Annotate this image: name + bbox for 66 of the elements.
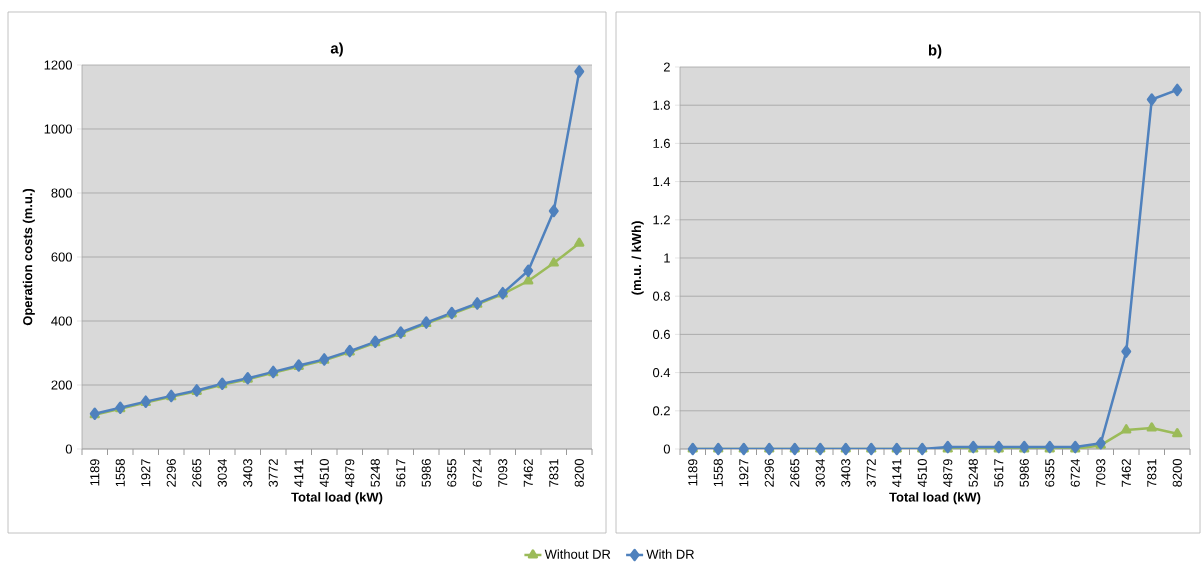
legend-label: With DR (646, 549, 694, 559)
x-tick-label: 7831 (1147, 459, 1157, 487)
x-tick-label: 1558 (713, 459, 723, 487)
x-tick-label: 2296 (166, 459, 176, 487)
chart-title: a) (330, 42, 343, 57)
x-tick-label: 6724 (1070, 458, 1080, 487)
x-tick-label: 1558 (115, 459, 125, 487)
x-tick-label: 7462 (1121, 459, 1131, 487)
y-tick-label: 1.4 (653, 177, 671, 187)
x-tick-label: 8200 (1172, 459, 1182, 487)
x-tick-label: 6355 (447, 459, 457, 487)
y-tick-label: 1.8 (653, 100, 670, 110)
x-tick-label: 5986 (421, 459, 431, 487)
x-tick-label: 7093 (498, 459, 508, 487)
x-axis-title: Total load (kW) (889, 492, 981, 505)
x-tick-label: 4510 (917, 459, 927, 488)
x-tick-label: 5248 (370, 459, 380, 487)
x-tick-label: 4141 (892, 459, 902, 488)
x-tick-label: 4141 (294, 459, 304, 488)
x-tick-label: 1927 (141, 459, 151, 487)
y-tick-label: 1 (664, 253, 670, 263)
x-tick-label: 1927 (739, 459, 749, 487)
x-tick-label: 7831 (549, 459, 559, 487)
y-tick-label: 200 (51, 380, 72, 390)
x-tick-label: 4510 (319, 459, 329, 488)
x-tick-label: 2665 (790, 459, 800, 487)
x-tick-label: 5617 (994, 459, 1004, 487)
x-tick-label: 2665 (192, 459, 202, 487)
x-tick-label: 3403 (243, 459, 253, 487)
x-tick-label: 4879 (345, 459, 355, 488)
x-tick-label: 8200 (574, 459, 584, 487)
x-tick-label: 3034 (815, 458, 825, 487)
y-axis-title: Operation costs (m.u.) (22, 188, 35, 326)
y-tick-label: 0.4 (652, 368, 671, 378)
y-tick-label: 1.2 (653, 215, 670, 225)
x-tick-label: 3403 (841, 459, 851, 487)
y-axis-title: (m.u. / kWh) (631, 221, 644, 295)
x-tick-label: 5617 (396, 459, 406, 487)
y-tick-label: 800 (51, 188, 72, 198)
x-tick-label: 6355 (1045, 459, 1055, 487)
y-tick-label: 0.8 (652, 291, 670, 301)
x-tick-label: 7462 (523, 459, 533, 487)
x-tick-label: 1189 (90, 459, 100, 486)
x-axis-title: Total load (kW) (291, 492, 383, 505)
y-tick-label: 0.6 (652, 329, 670, 339)
chart-title: b) (928, 44, 942, 59)
y-tick-label: 1200 (44, 60, 72, 70)
x-tick-label: 2296 (764, 459, 774, 487)
y-tick-label: 1000 (44, 124, 72, 134)
y-tick-label: 0.2 (652, 406, 670, 416)
x-tick-label: 4879 (943, 459, 953, 488)
legend-label: Without DR (544, 549, 611, 559)
x-tick-label: 5986 (1019, 459, 1029, 487)
y-tick-label: 400 (51, 316, 72, 326)
y-tick-label: 600 (51, 252, 72, 262)
y-tick-label: 1.6 (653, 138, 670, 148)
x-tick-label: 6724 (472, 458, 482, 487)
y-tick-label: 0 (663, 444, 670, 454)
x-tick-label: 3772 (866, 459, 876, 487)
x-tick-label: 3034 (217, 458, 227, 487)
x-tick-label: 5248 (968, 459, 978, 487)
y-tick-label: 0 (65, 444, 72, 454)
y-tick-label: 2 (663, 62, 670, 72)
x-tick-label: 1189 (688, 459, 698, 486)
x-tick-label: 3772 (268, 459, 278, 487)
x-tick-label: 7093 (1096, 459, 1106, 487)
